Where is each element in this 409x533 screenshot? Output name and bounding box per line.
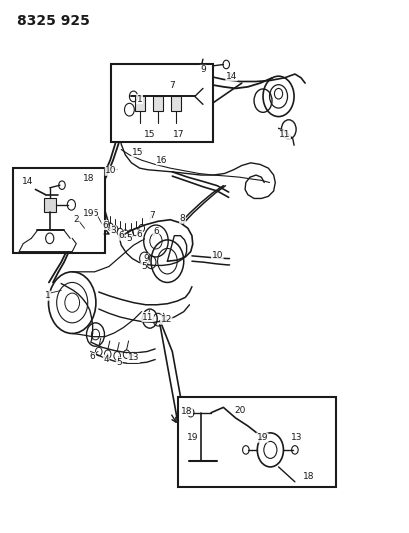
Text: 6: 6 — [90, 352, 95, 361]
Text: 19: 19 — [83, 209, 94, 218]
Text: 19: 19 — [187, 433, 198, 442]
Bar — [178, 397, 335, 487]
Text: 5: 5 — [92, 209, 97, 218]
Text: 3: 3 — [110, 226, 116, 235]
Text: 11: 11 — [278, 130, 290, 139]
Bar — [135, 96, 144, 111]
Text: 16: 16 — [156, 156, 167, 165]
Text: 5: 5 — [140, 262, 146, 271]
Text: 4: 4 — [103, 355, 109, 364]
Bar — [43, 198, 56, 212]
Text: 8325 925: 8325 925 — [17, 14, 90, 28]
Text: 12: 12 — [160, 315, 171, 324]
Text: 5: 5 — [116, 358, 122, 367]
Text: 19: 19 — [256, 433, 267, 442]
Bar — [111, 64, 213, 142]
Text: 11: 11 — [142, 312, 153, 321]
Text: 14: 14 — [225, 71, 237, 80]
Bar — [171, 96, 181, 111]
Text: 6: 6 — [102, 221, 108, 230]
Text: 15: 15 — [144, 130, 155, 139]
Text: 9: 9 — [142, 254, 148, 263]
Text: 7: 7 — [169, 81, 175, 90]
Text: 18: 18 — [180, 407, 192, 416]
Text: 17: 17 — [172, 130, 184, 139]
Text: 15: 15 — [132, 148, 143, 157]
Text: 7: 7 — [148, 212, 154, 221]
Text: 1: 1 — [45, 291, 50, 300]
Text: 6: 6 — [153, 228, 158, 237]
Bar — [153, 96, 162, 111]
Text: 6: 6 — [137, 230, 142, 239]
Text: 18: 18 — [303, 472, 314, 481]
Text: 20: 20 — [234, 406, 245, 415]
Text: 10: 10 — [105, 166, 117, 175]
Text: 2: 2 — [73, 215, 79, 224]
Bar — [13, 168, 105, 253]
Text: 13: 13 — [128, 353, 139, 362]
Text: 10: 10 — [211, 252, 222, 260]
Text: 13: 13 — [290, 433, 302, 442]
Text: 9: 9 — [200, 66, 205, 74]
Text: 1: 1 — [137, 94, 142, 103]
Text: 8: 8 — [179, 214, 185, 223]
Text: 5: 5 — [126, 235, 132, 244]
Text: 14: 14 — [22, 177, 33, 186]
Text: 6: 6 — [118, 231, 124, 240]
Text: 18: 18 — [83, 174, 94, 183]
